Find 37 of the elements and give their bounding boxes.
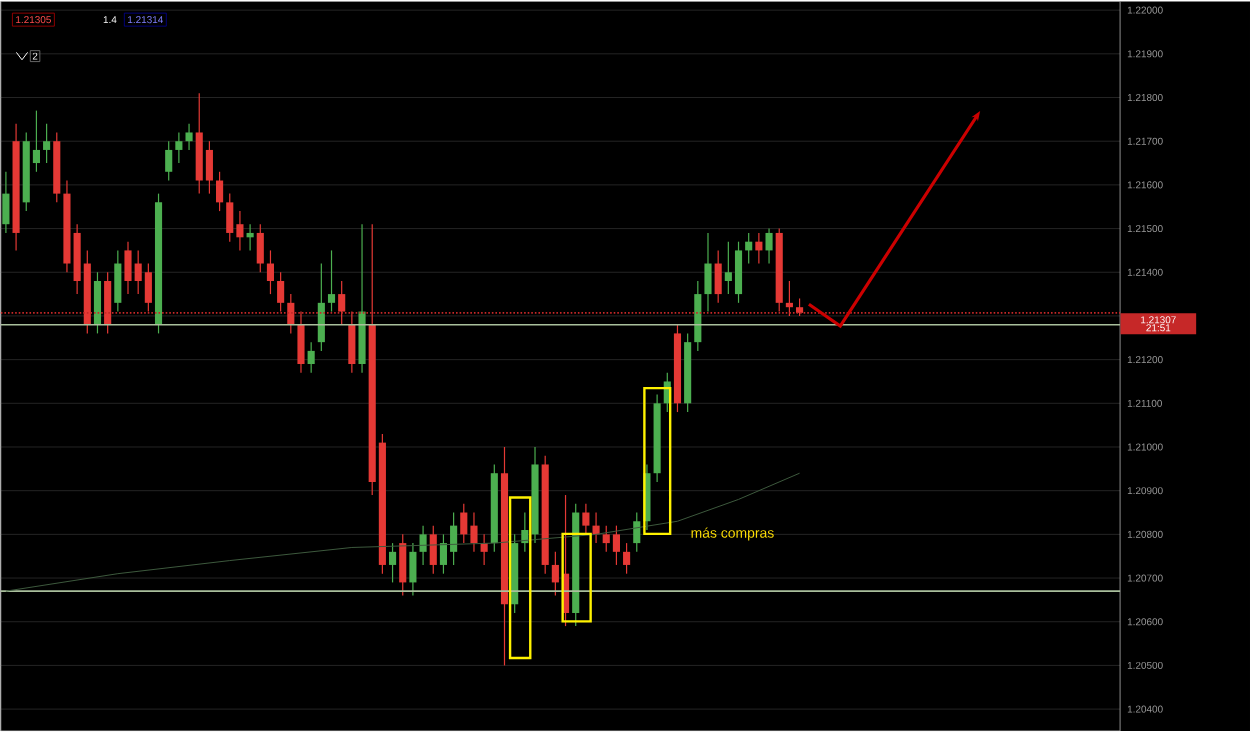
candlestick [114, 250, 122, 313]
candlestick [104, 271, 112, 335]
candlestick [307, 341, 315, 374]
candlestick [277, 271, 285, 313]
candlestick [633, 512, 641, 553]
candlestick [765, 228, 773, 265]
candlestick [317, 263, 325, 352]
candlestick [785, 280, 793, 317]
candlestick [348, 311, 356, 374]
candlestick [185, 123, 193, 151]
candlestick [175, 132, 183, 164]
candlestick [429, 525, 437, 575]
candlestick [409, 542, 417, 597]
candlestick [389, 542, 397, 584]
candlestick [165, 140, 173, 182]
candlestick [551, 551, 559, 597]
candlestick [327, 250, 336, 313]
candlestick [714, 250, 722, 304]
candlestick [287, 293, 295, 335]
candlestick [256, 223, 264, 274]
candlestick [755, 232, 763, 265]
candlestick [582, 503, 590, 536]
candlestick [704, 232, 712, 313]
candlestick [216, 171, 224, 213]
candlestick [266, 250, 275, 296]
candlestick [93, 271, 102, 335]
candlestick [297, 311, 305, 374]
candlestick [338, 280, 346, 326]
candlestick [43, 123, 51, 164]
candlestick [745, 232, 753, 265]
candlestick [2, 171, 10, 234]
line-series [5, 473, 801, 592]
candlestick [246, 223, 254, 252]
candlestick [419, 525, 427, 566]
candlestick [399, 534, 407, 597]
candlestick [480, 534, 488, 566]
candlestick [623, 542, 631, 575]
